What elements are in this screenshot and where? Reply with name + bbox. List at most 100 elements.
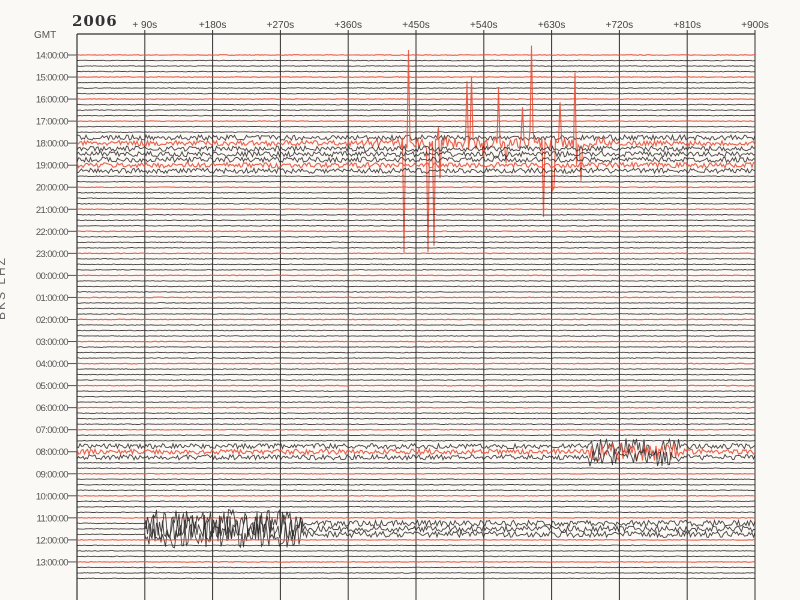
trace	[76, 103, 756, 106]
y-tick-label: 18:00:00	[36, 139, 68, 150]
trace	[77, 346, 756, 348]
trace	[76, 155, 756, 164]
hour-trace	[76, 45, 756, 253]
trace	[76, 258, 756, 260]
trace	[76, 500, 755, 503]
hour-trace	[76, 274, 756, 277]
trace	[76, 566, 756, 569]
hour-trace	[76, 384, 756, 387]
trace	[76, 219, 756, 222]
x-tick-label: +630s	[538, 20, 566, 31]
hour-trace	[77, 406, 756, 409]
y-tick-label: 07:00:00	[36, 425, 68, 436]
y-tick-label: 06:00:00	[36, 403, 68, 414]
chart-title: 2006	[72, 12, 118, 30]
trace	[76, 351, 756, 354]
hour-trace	[76, 230, 756, 233]
trace	[76, 65, 756, 67]
x-tick-label: + 90s	[132, 20, 157, 31]
trace	[76, 291, 756, 293]
x-tick-label: +720s	[606, 20, 634, 31]
trace	[76, 131, 756, 133]
trace	[76, 518, 756, 549]
trace	[76, 437, 756, 457]
hour-trace	[76, 340, 756, 343]
x-tick-label: +540s	[470, 20, 498, 31]
hour-trace	[76, 442, 756, 461]
hour-trace	[76, 561, 756, 563]
trace	[76, 92, 756, 95]
trace	[76, 395, 756, 398]
trace	[76, 379, 756, 381]
y-tick-label: 10:00:00	[36, 491, 68, 502]
y-tick-label: 14:00:00	[36, 51, 68, 62]
trace	[77, 167, 756, 175]
trace	[77, 180, 755, 183]
trace	[76, 511, 756, 514]
trace	[76, 478, 756, 481]
trace	[76, 241, 756, 244]
trace	[76, 236, 756, 238]
x-tick-label: +810s	[673, 20, 701, 31]
x-tick-label: +450s	[402, 20, 430, 31]
trace	[77, 572, 756, 574]
trace	[76, 423, 756, 425]
trace	[76, 447, 756, 467]
y-tick-label: 08:00:00	[36, 447, 68, 458]
hour-trace	[76, 161, 756, 170]
hour-trace	[76, 362, 756, 365]
trace	[77, 508, 756, 537]
hour-trace	[76, 54, 755, 56]
trace	[77, 506, 755, 508]
trace	[76, 577, 756, 580]
trace	[76, 202, 756, 205]
hour-trace	[77, 76, 756, 79]
trace	[76, 434, 756, 436]
trace	[76, 269, 756, 271]
y-tick-label: 21:00:00	[36, 205, 68, 216]
trace	[76, 324, 756, 326]
trace	[77, 175, 755, 178]
hour-trace	[76, 296, 756, 299]
y-tick-label: 17:00:00	[36, 117, 68, 128]
trace	[76, 285, 756, 288]
hour-trace	[77, 472, 756, 475]
trace	[76, 263, 756, 266]
trace	[76, 144, 756, 153]
trace	[76, 489, 756, 492]
y-tick-label: 16:00:00	[36, 95, 68, 106]
trace	[76, 368, 756, 370]
hour-trace	[76, 186, 756, 189]
trace	[76, 313, 756, 315]
y-tick-label: 22:00:00	[36, 227, 68, 238]
hour-trace	[76, 538, 756, 541]
trace	[76, 461, 756, 464]
trace	[76, 59, 756, 62]
x-tick-label: +270s	[267, 20, 295, 31]
trace	[76, 302, 756, 304]
trace	[76, 417, 756, 420]
y-tick-label: 15:00:00	[36, 73, 68, 84]
trace	[77, 114, 756, 117]
y-tick-label: 11:00:00	[37, 513, 69, 524]
trace	[76, 150, 756, 159]
hour-trace	[76, 428, 756, 431]
trace	[77, 439, 756, 442]
trace	[76, 373, 756, 376]
trace	[76, 125, 756, 128]
trace	[77, 213, 756, 216]
trace	[76, 307, 756, 310]
trace	[76, 280, 756, 282]
y-tick-label: 13:00:00	[36, 557, 68, 568]
time-zone-label: GMT	[34, 30, 57, 41]
y-tick-label: 09:00:00	[36, 469, 68, 480]
x-tick-label: +360s	[334, 20, 362, 31]
trace	[76, 514, 756, 544]
trace	[76, 247, 756, 249]
y-tick-label: 04:00:00	[36, 359, 68, 370]
trace	[76, 401, 756, 403]
trace	[76, 483, 756, 486]
hour-trace	[76, 494, 755, 497]
trace	[76, 335, 756, 337]
